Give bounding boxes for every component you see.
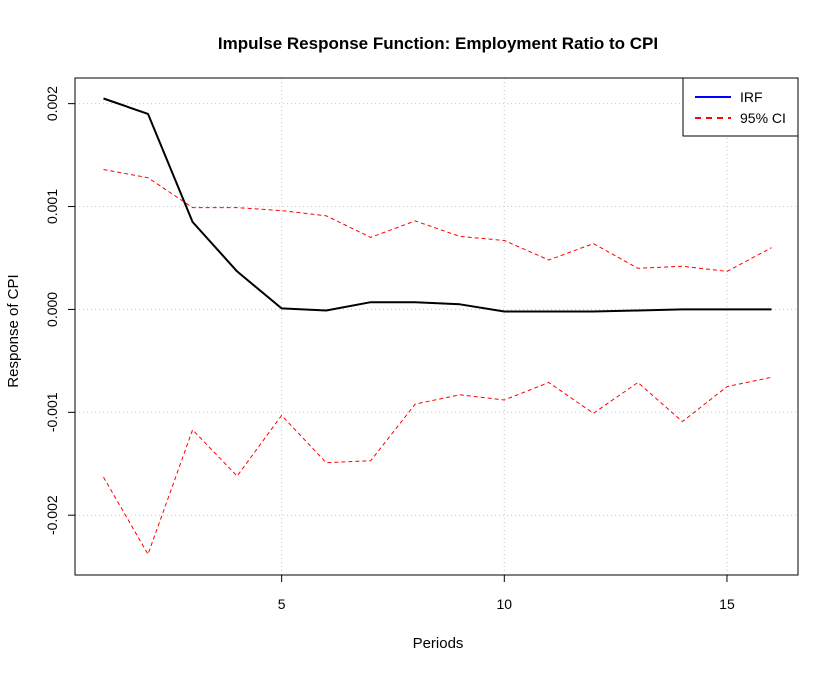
ci-upper-line xyxy=(103,169,772,272)
plot-frame xyxy=(74,77,799,576)
x-tick-label: 15 xyxy=(719,596,735,612)
x-tick-label: 10 xyxy=(497,596,513,612)
irf-line xyxy=(103,97,772,313)
y-axis: -0.002 -0.001 0.000 0.001 0.002 xyxy=(44,86,76,535)
x-axis-label: Periods xyxy=(413,635,464,652)
y-axis-label: Response of CPI xyxy=(5,274,22,387)
y-tick-label: -0.001 xyxy=(44,392,60,432)
y-tick-label: 0.000 xyxy=(44,292,60,327)
grid xyxy=(75,78,798,575)
chart-title: Impulse Response Function: Employment Ra… xyxy=(218,34,658,53)
y-tick-label: -0.002 xyxy=(44,495,60,535)
legend-label-irf: IRF xyxy=(740,89,763,105)
legend-box xyxy=(682,77,799,137)
ci-lower-line xyxy=(103,376,772,555)
legend-label-ci: 95% CI xyxy=(740,110,786,126)
x-axis: 5 10 15 xyxy=(278,574,735,612)
legend: IRF 95% CI xyxy=(682,77,799,137)
y-tick-label: 0.001 xyxy=(44,189,60,224)
y-tick-label: 0.002 xyxy=(44,86,60,121)
series-group xyxy=(103,97,772,555)
x-tick-label: 5 xyxy=(278,596,286,612)
